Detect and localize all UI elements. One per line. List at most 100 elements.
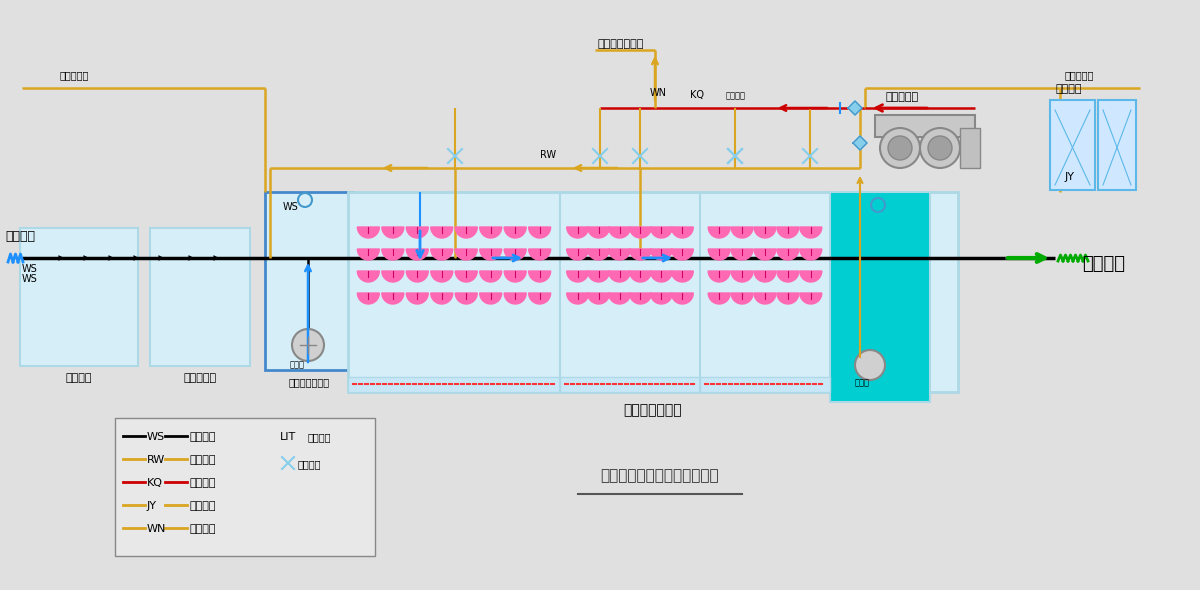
Wedge shape <box>671 293 694 304</box>
Text: 消毒装置: 消毒装置 <box>1055 84 1081 94</box>
Text: 达标排放: 达标排放 <box>1082 255 1126 273</box>
Wedge shape <box>588 249 610 260</box>
Wedge shape <box>588 227 610 238</box>
Bar <box>115 418 374 556</box>
Bar <box>960 128 980 168</box>
Bar <box>348 192 958 392</box>
Wedge shape <box>754 271 776 282</box>
Text: RW: RW <box>148 455 166 465</box>
Wedge shape <box>708 227 730 238</box>
Wedge shape <box>650 271 672 282</box>
Wedge shape <box>358 271 379 282</box>
Wedge shape <box>731 271 754 282</box>
Wedge shape <box>630 271 652 282</box>
Text: WS: WS <box>148 432 166 442</box>
Wedge shape <box>608 293 630 304</box>
Text: WS: WS <box>22 274 37 284</box>
Circle shape <box>888 136 912 160</box>
Wedge shape <box>708 249 730 260</box>
Polygon shape <box>848 101 862 115</box>
Wedge shape <box>754 293 776 304</box>
Circle shape <box>854 350 886 380</box>
Wedge shape <box>455 227 478 238</box>
Wedge shape <box>708 293 730 304</box>
Wedge shape <box>608 227 630 238</box>
Wedge shape <box>529 227 551 238</box>
Wedge shape <box>671 271 694 282</box>
Wedge shape <box>731 227 754 238</box>
Text: 预消毒池: 预消毒池 <box>66 373 92 383</box>
Bar <box>700 377 830 392</box>
Wedge shape <box>754 249 776 260</box>
Text: KQ: KQ <box>690 90 704 100</box>
Circle shape <box>928 136 952 160</box>
Text: RW: RW <box>540 150 556 160</box>
Text: 污泥排至污泥池: 污泥排至污泥池 <box>598 39 643 49</box>
Wedge shape <box>504 227 526 238</box>
Wedge shape <box>566 227 589 238</box>
Wedge shape <box>588 271 610 282</box>
Bar <box>1098 100 1136 190</box>
Text: 污水管道: 污水管道 <box>190 432 216 442</box>
Text: WN: WN <box>148 524 167 534</box>
Wedge shape <box>455 249 478 260</box>
Text: 一体化处理设备: 一体化处理设备 <box>624 403 683 417</box>
Wedge shape <box>671 227 694 238</box>
Wedge shape <box>504 293 526 304</box>
Wedge shape <box>431 249 452 260</box>
Circle shape <box>920 128 960 168</box>
Wedge shape <box>800 293 822 304</box>
Wedge shape <box>800 227 822 238</box>
Bar <box>150 228 250 366</box>
Text: 水质水量调节池: 水质水量调节池 <box>288 377 330 387</box>
Wedge shape <box>382 293 404 304</box>
Wedge shape <box>480 293 502 304</box>
Wedge shape <box>566 271 589 282</box>
Wedge shape <box>588 293 610 304</box>
Wedge shape <box>566 293 589 304</box>
Wedge shape <box>407 293 428 304</box>
Wedge shape <box>630 249 652 260</box>
Circle shape <box>880 128 920 168</box>
Wedge shape <box>480 227 502 238</box>
Wedge shape <box>671 249 694 260</box>
Wedge shape <box>358 293 379 304</box>
Wedge shape <box>650 293 672 304</box>
Wedge shape <box>650 227 672 238</box>
Wedge shape <box>754 227 776 238</box>
Wedge shape <box>382 227 404 238</box>
Wedge shape <box>504 249 526 260</box>
Wedge shape <box>407 227 428 238</box>
Wedge shape <box>480 249 502 260</box>
Text: 罗茨鼓风机: 罗茨鼓风机 <box>886 92 918 102</box>
Wedge shape <box>382 249 404 260</box>
Text: 运营部提加: 运营部提加 <box>1066 70 1094 80</box>
Text: 污泥管道: 污泥管道 <box>190 524 216 534</box>
Wedge shape <box>731 249 754 260</box>
Bar <box>830 192 930 402</box>
Wedge shape <box>800 271 822 282</box>
Wedge shape <box>431 271 452 282</box>
Text: LIT: LIT <box>280 432 296 442</box>
Wedge shape <box>731 293 754 304</box>
Wedge shape <box>608 249 630 260</box>
Wedge shape <box>566 249 589 260</box>
Text: 回流管道: 回流管道 <box>190 455 216 465</box>
Wedge shape <box>529 249 551 260</box>
Wedge shape <box>455 293 478 304</box>
Bar <box>265 192 353 370</box>
Wedge shape <box>776 271 799 282</box>
Bar <box>875 115 974 137</box>
Wedge shape <box>529 271 551 282</box>
Bar <box>1050 100 1096 190</box>
Bar <box>20 228 138 366</box>
Text: 空气管道: 空气管道 <box>190 478 216 488</box>
Text: 提升泵: 提升泵 <box>290 360 305 369</box>
Text: WS: WS <box>283 202 299 212</box>
Text: JY: JY <box>148 501 157 511</box>
Wedge shape <box>358 227 379 238</box>
Text: 污泥泵: 污泥泵 <box>854 378 870 387</box>
Wedge shape <box>407 249 428 260</box>
Bar <box>560 377 700 392</box>
Wedge shape <box>630 227 652 238</box>
